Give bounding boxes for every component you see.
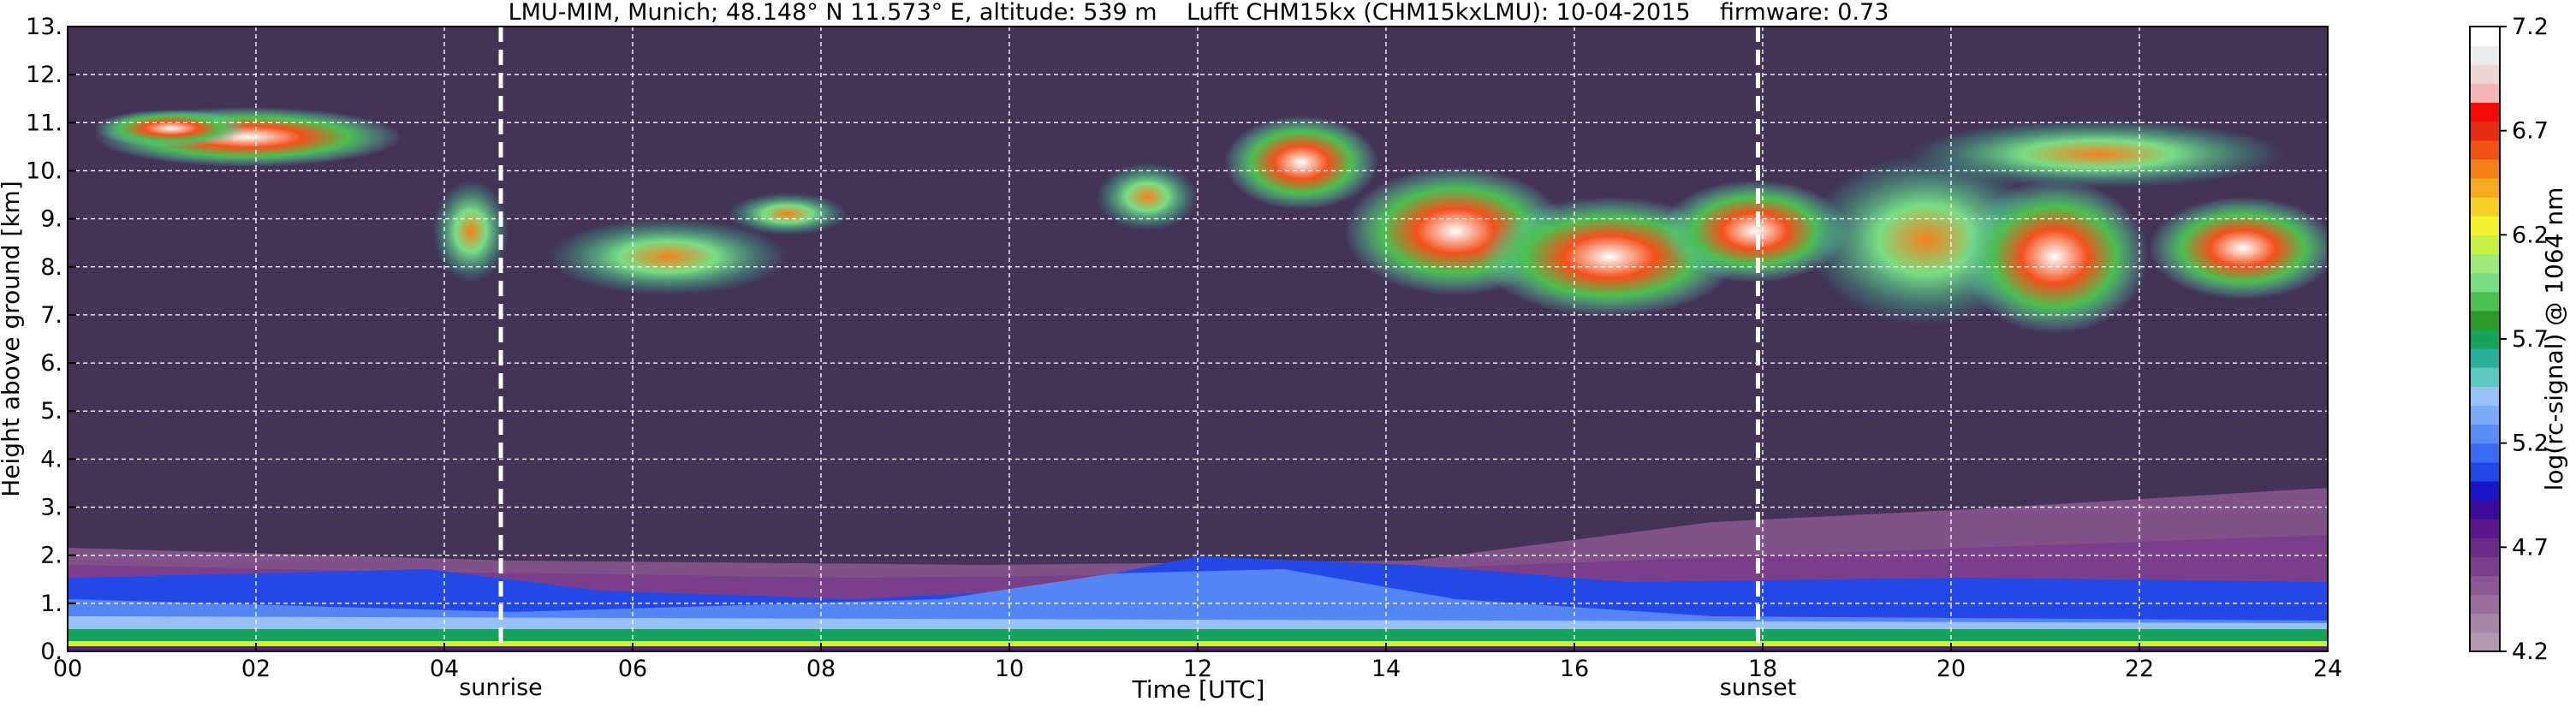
y-axis-label: Height above ground [km] <box>0 181 25 497</box>
colorbar-segment <box>2470 613 2500 633</box>
colorbar-segment <box>2470 121 2500 141</box>
colorbar-segment <box>2470 519 2500 538</box>
colorbar-segment <box>2470 594 2500 615</box>
x-tick-label: 18 <box>1748 656 1777 682</box>
colorbar-segment <box>2470 291 2500 312</box>
colorbar-segment <box>2470 329 2500 349</box>
colorbar-segment <box>2470 500 2500 520</box>
y-tick-label: 3. <box>40 495 62 521</box>
colorbar-segment <box>2470 177 2500 198</box>
x-tick-label: 06 <box>618 656 647 682</box>
colorbar-segment <box>2470 64 2500 84</box>
colorbar-tick-label: 7.2 <box>2512 14 2549 40</box>
colorbar-tick-label: 6.7 <box>2512 118 2549 145</box>
y-tick-label: 8. <box>40 254 62 281</box>
cirrus-clouds <box>94 107 2328 334</box>
y-tick-label: 5. <box>40 398 62 425</box>
colorbar-segment <box>2470 405 2500 425</box>
x-axis-label: Time [UTC] <box>1132 675 1265 704</box>
y-tick-label: 13. <box>26 14 62 40</box>
colorbar-segment <box>2470 480 2500 501</box>
colorbar-tick-label: 6.2 <box>2512 222 2549 248</box>
x-tick-label: 22 <box>2125 656 2154 682</box>
colorbar-segment <box>2470 310 2500 330</box>
x-tick-label: 00 <box>53 656 82 682</box>
sun-markers: sunrise sunset <box>459 27 1796 701</box>
chart-title: LMU-MIM, Munich; 48.148° N 11.573° E, al… <box>509 0 1889 26</box>
colorbar-tick-label: 4.2 <box>2512 639 2549 665</box>
colorbar-segment <box>2470 45 2500 65</box>
y-tick-label: 9. <box>40 206 62 233</box>
x-tick-label: 10 <box>995 656 1024 682</box>
colorbar-segment <box>2470 235 2500 255</box>
x-tick-label: 04 <box>430 656 459 682</box>
colorbar-segment <box>2470 443 2500 463</box>
colorbar-segment <box>2470 158 2500 179</box>
colorbar-segment <box>2470 424 2500 444</box>
colorbar-tick-label: 4.7 <box>2512 534 2549 561</box>
colorbar: 4.2 4.7 5.2 5.7 6.2 6.7 7.2 <box>2469 14 2549 665</box>
x-tick-label: 24 <box>2313 656 2342 682</box>
y-tick-label: 1. <box>40 591 62 617</box>
colorbar-segment <box>2470 272 2500 293</box>
colorbar-label: log(rc-signal) @ 1064 nm <box>2540 187 2568 491</box>
colorbar-segment <box>2470 140 2500 160</box>
colorbar-segment <box>2470 575 2500 596</box>
colorbar-segment <box>2470 386 2500 407</box>
colorbar-segment <box>2470 83 2500 104</box>
sunset-label: sunset <box>1720 674 1797 701</box>
y-tick-label: 12. <box>26 62 62 88</box>
y-tick-label: 10. <box>26 157 62 184</box>
y-axis: 0. 1. 2. 3. 4. 5. 6. 7. 8. 9. 10. 11. 12. 13. <box>26 14 76 665</box>
colorbar-segment <box>2470 216 2500 235</box>
colorbar-segment <box>2470 253 2500 274</box>
x-tick-label: 14 <box>1371 656 1401 682</box>
y-tick-label: 11. <box>26 110 62 136</box>
x-tick-label: 08 <box>806 656 836 682</box>
x-tick-label: 02 <box>241 656 271 682</box>
y-tick-label: 6. <box>40 350 62 377</box>
colorbar-segment <box>2470 538 2500 557</box>
sunrise-label: sunrise <box>459 674 543 701</box>
colorbar-segment <box>2470 348 2500 368</box>
colorbar-segment <box>2470 27 2500 46</box>
x-axis: 00 02 04 06 08 10 12 14 16 18 20 22 24 <box>53 643 2342 682</box>
y-tick-label: 7. <box>40 302 62 329</box>
colorbar-segment <box>2470 632 2500 652</box>
y-tick-label: 4. <box>40 446 62 472</box>
colorbar-segment <box>2470 102 2500 122</box>
colorbar-segment <box>2470 367 2500 387</box>
x-tick-label: 20 <box>1936 656 1966 682</box>
colorbar-segment <box>2470 556 2500 577</box>
y-tick-label: 0. <box>40 639 62 665</box>
colorbar-tick-label: 5.2 <box>2512 431 2549 457</box>
x-tick-label: 12 <box>1183 656 1212 682</box>
colorbar-segment <box>2470 197 2500 217</box>
colorbar-tick-label: 5.7 <box>2512 326 2549 353</box>
colorbar-segment <box>2470 461 2500 482</box>
y-tick-label: 2. <box>40 543 62 569</box>
grid-lines <box>68 27 2328 651</box>
x-tick-label: 16 <box>1560 656 1589 682</box>
